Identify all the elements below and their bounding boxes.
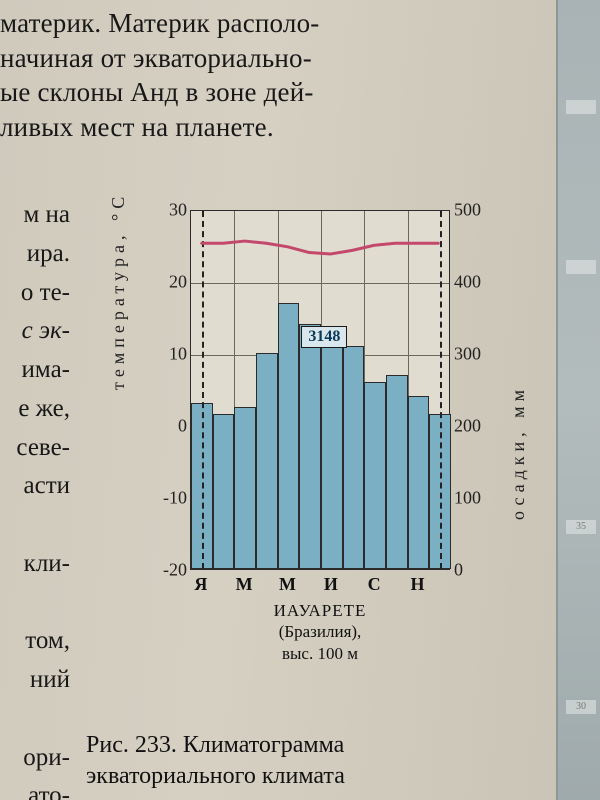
precip-bar bbox=[299, 324, 321, 569]
y-right-tick-label: 100 bbox=[454, 488, 494, 509]
location-caption: ИАУАРЕТЕ(Бразилия),выс. 100 м bbox=[190, 600, 450, 664]
precip-bar bbox=[213, 414, 235, 569]
x-tick-label: С bbox=[368, 574, 381, 595]
left-fragment: ний bbox=[0, 661, 70, 700]
left-fragment: ори- bbox=[0, 739, 70, 778]
x-tick-label: Я bbox=[194, 574, 207, 595]
y-right-tick-label: 500 bbox=[454, 200, 494, 221]
y-left-tick-label: 0 bbox=[155, 416, 187, 437]
left-fragment: севе- bbox=[0, 429, 70, 468]
gutter-tick bbox=[566, 260, 596, 274]
left-fragment bbox=[0, 506, 70, 545]
y-axis-left-title: температура, °С bbox=[108, 192, 129, 390]
left-fragment: кли- bbox=[0, 545, 70, 584]
y-axis-right-ticks: 5004003002001000 bbox=[454, 210, 494, 570]
left-fragment: ира. bbox=[0, 235, 70, 274]
precip-bar bbox=[234, 407, 256, 569]
left-fragment bbox=[0, 700, 70, 739]
paragraph-excerpt: материк. Материк располо- начиная от экв… bbox=[0, 6, 520, 144]
dashed-boundary bbox=[440, 211, 442, 569]
y-right-tick-label: 400 bbox=[454, 272, 494, 293]
left-fragment: том, bbox=[0, 622, 70, 661]
y-left-tick-label: 30 bbox=[155, 200, 187, 221]
dashed-boundary bbox=[202, 211, 204, 569]
left-fragment: е же, bbox=[0, 390, 70, 429]
y-left-tick-label: 20 bbox=[155, 272, 187, 293]
precip-total-annotation: 3148 bbox=[301, 326, 347, 348]
x-tick-label: М bbox=[236, 574, 253, 595]
y-left-tick-label: -20 bbox=[155, 560, 187, 581]
left-fragment: ато- bbox=[0, 777, 70, 800]
caption-line: экваториального климата bbox=[86, 761, 546, 792]
page-root: 35 30 материк. Материк располо- начиная о… bbox=[0, 0, 600, 800]
x-tick-label: И bbox=[324, 574, 338, 595]
left-fragment bbox=[0, 584, 70, 623]
gutter-tick: 35 bbox=[566, 520, 596, 534]
y-right-tick-label: 300 bbox=[454, 344, 494, 365]
location-line: (Бразилия), bbox=[190, 621, 450, 642]
left-fragment: асти bbox=[0, 467, 70, 506]
left-fragment: о те- bbox=[0, 274, 70, 313]
x-axis-labels: ЯММИСН bbox=[190, 574, 450, 598]
left-fragment: с эк- bbox=[0, 312, 70, 351]
y-right-tick-label: 200 bbox=[454, 416, 494, 437]
figure-caption: Рис. 233. Климатограммаэкваториального к… bbox=[86, 730, 546, 792]
y-left-tick-label: -10 bbox=[155, 488, 187, 509]
grid-line-h bbox=[191, 283, 449, 284]
left-column-fragments: м наира.о те-с эк-има-е же,севе-асти кли… bbox=[0, 196, 70, 800]
precip-bar bbox=[386, 375, 408, 569]
precip-bar bbox=[343, 346, 365, 569]
precip-bar bbox=[408, 396, 430, 569]
caption-line: Рис. 233. Климатограмма bbox=[86, 730, 546, 761]
location-line: ИАУАРЕТЕ bbox=[190, 600, 450, 621]
location-line: выс. 100 м bbox=[190, 643, 450, 664]
x-tick-label: Н bbox=[410, 574, 424, 595]
precip-bar bbox=[256, 353, 278, 569]
left-fragment: има- bbox=[0, 351, 70, 390]
gutter-tick: 30 bbox=[566, 700, 596, 714]
y-right-tick-label: 0 bbox=[454, 560, 494, 581]
gutter-tick bbox=[566, 100, 596, 114]
precip-bar bbox=[321, 346, 343, 569]
y-left-tick-label: 10 bbox=[155, 344, 187, 365]
left-fragment: м на bbox=[0, 196, 70, 235]
precip-bar bbox=[278, 303, 300, 569]
climograph-chart: температура, °С осадки, мм 3020100-10-20… bbox=[100, 200, 520, 670]
gutter-strip: 35 30 bbox=[556, 0, 600, 800]
plot-area: 3148 bbox=[190, 210, 450, 570]
precip-bar bbox=[364, 382, 386, 569]
y-axis-right-title: осадки, мм bbox=[508, 385, 529, 520]
y-axis-left-ticks: 3020100-10-20 bbox=[155, 210, 187, 570]
x-tick-label: М bbox=[279, 574, 296, 595]
